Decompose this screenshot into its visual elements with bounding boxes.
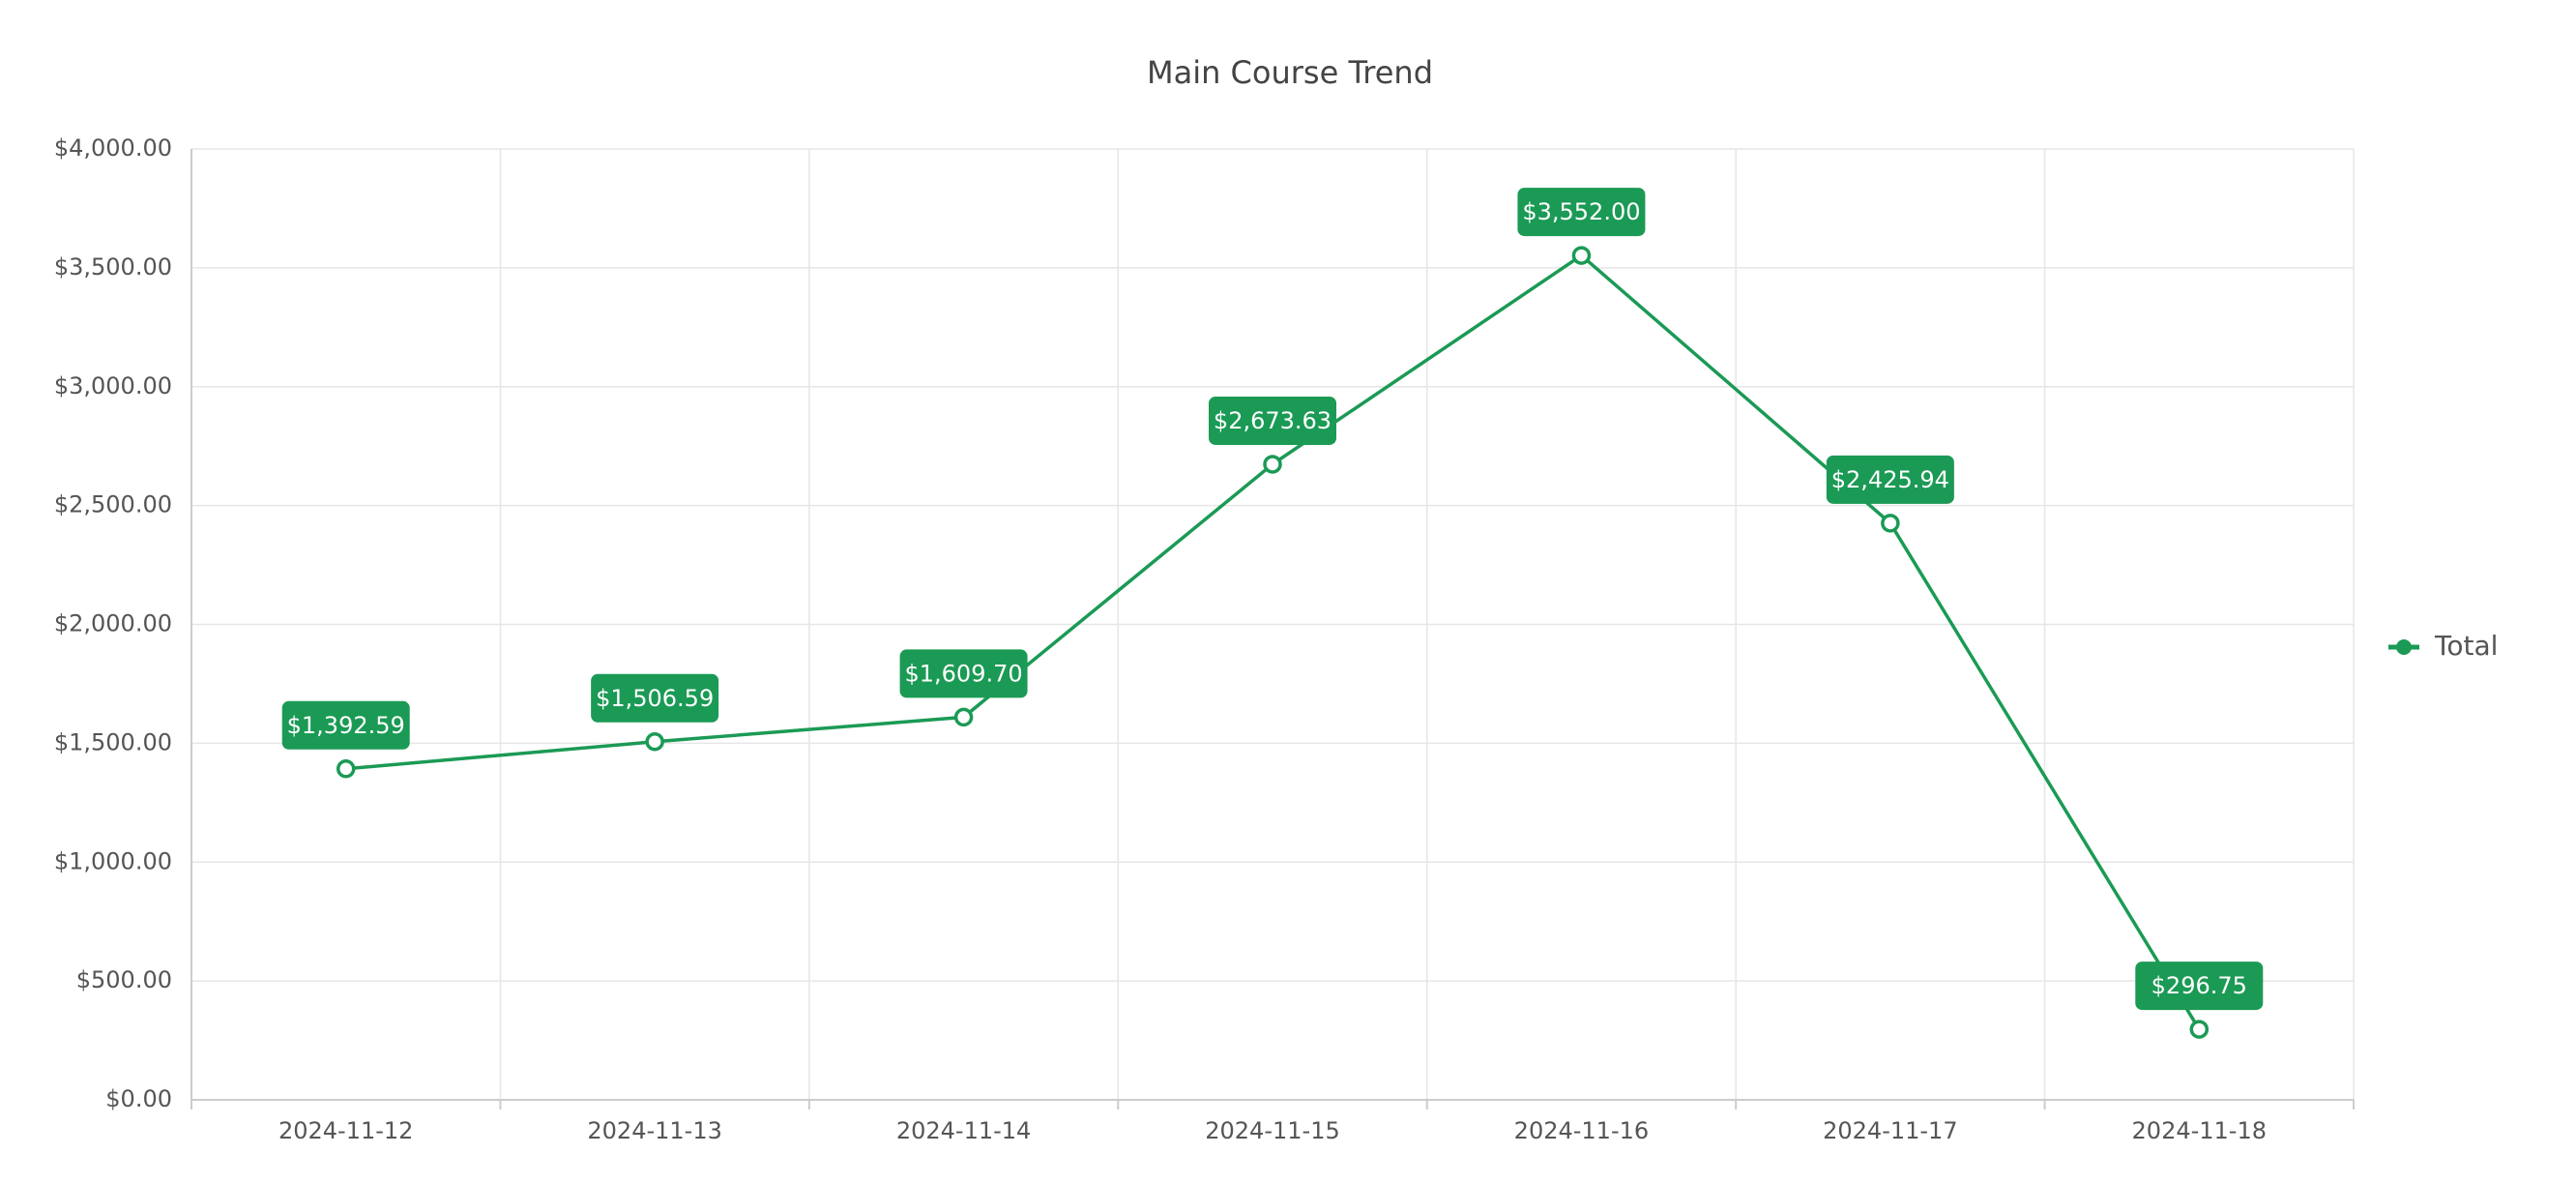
data-label-box [2135,962,2264,1011]
data-label-box [1209,396,1336,445]
y-tick-label: $1,500.00 [54,728,172,755]
data-label: $296.75 [2152,972,2247,999]
data-label-box [281,700,410,750]
point [336,759,356,779]
x-tick-label: 2024-11-18 [2132,1117,2267,1144]
y-tick-label: $0.00 [105,1085,172,1112]
y-tick-label: $1,000.00 [54,847,172,874]
data-label: $1,392.59 [287,712,405,739]
x-tick-label: 2024-11-14 [896,1117,1031,1144]
point [953,707,974,727]
data-label: $2,673.63 [1214,407,1332,434]
data-label-box [1517,188,1646,237]
legend-label: Total [2434,630,2498,662]
point [1571,246,1592,265]
y-tick-label: $2,000.00 [54,610,172,637]
y-tick-label: $4,000.00 [54,134,172,162]
x-tick-label: 2024-11-13 [587,1117,721,1144]
x-tick-label: 2024-11-12 [278,1117,413,1144]
data-label-box [899,649,1028,698]
point [2189,1020,2210,1039]
point [1263,455,1282,474]
data-label-box [1826,455,1954,504]
point [1881,514,1900,533]
x-tick-label: 2024-11-16 [1514,1117,1649,1144]
y-tick-label: $3,500.00 [54,253,172,281]
point [645,732,664,752]
legend-marker [2396,639,2412,655]
x-tick-label: 2024-11-17 [1823,1117,1957,1144]
data-label: $2,425.94 [1831,466,1949,493]
line [345,252,2201,1030]
data-label-box [591,673,719,723]
y-tick-label: $3,000.00 [54,372,172,400]
chart-title: Main Course Trend [1147,54,1433,91]
data-label: $1,506.59 [596,685,714,712]
y-tick-label: $500.00 [76,966,172,993]
y-tick-label: $2,500.00 [54,491,172,518]
data-label: $3,552.00 [1522,198,1640,225]
data-label: $1,609.70 [904,660,1022,687]
x-tick-label: 2024-11-15 [1205,1117,1339,1144]
